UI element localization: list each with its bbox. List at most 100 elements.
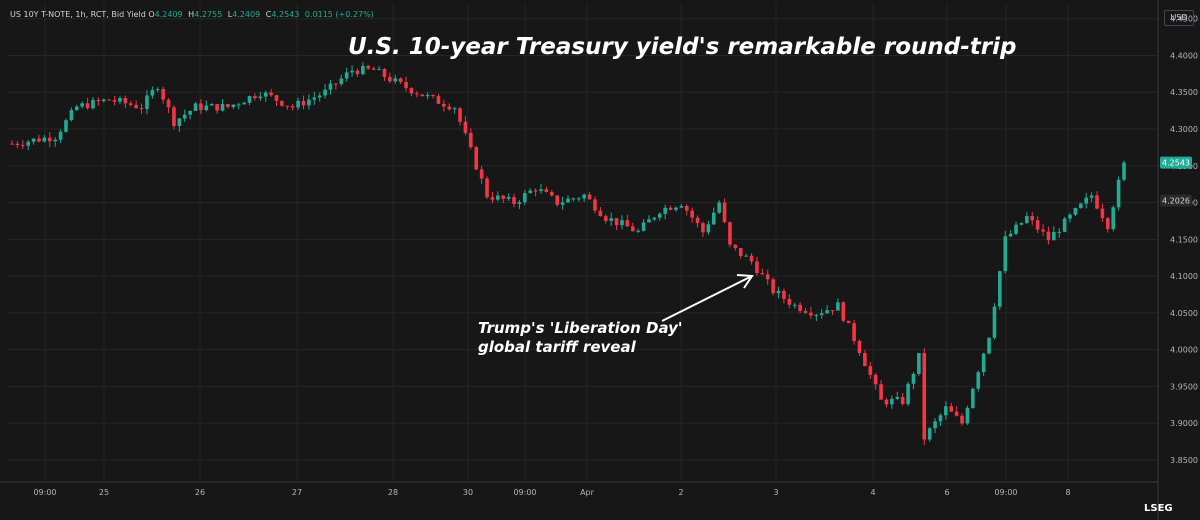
- candle-body: [107, 99, 111, 101]
- close-label: C: [265, 10, 272, 19]
- candle-body: [361, 65, 365, 75]
- candle-body: [296, 100, 300, 108]
- candle-body: [334, 83, 338, 85]
- candle-body: [981, 353, 986, 373]
- candle-body: [933, 421, 937, 429]
- candle-body: [571, 198, 576, 200]
- candle-body: [128, 103, 133, 105]
- candle-body: [285, 105, 290, 107]
- candle-body: [436, 96, 441, 104]
- candle-body: [852, 323, 856, 342]
- candle-body: [938, 415, 943, 422]
- candle-body: [879, 384, 883, 400]
- candle-body: [1084, 197, 1089, 204]
- candle-body: [1041, 229, 1045, 232]
- x-tick-label: 2: [678, 488, 683, 497]
- candle-body: [496, 195, 500, 200]
- y-tick-label: 4.3500: [1170, 88, 1198, 97]
- x-tick-label: 09:00: [513, 488, 536, 497]
- candle-body: [620, 220, 624, 226]
- candle-body: [960, 415, 964, 424]
- candle-body: [506, 197, 511, 199]
- candle-body: [647, 219, 651, 223]
- candle-body: [355, 70, 360, 75]
- candle-body: [91, 99, 95, 109]
- candle-body: [587, 194, 592, 200]
- candle-body: [819, 313, 824, 316]
- candle-body: [1100, 208, 1105, 219]
- y-tick-label: 4.0000: [1170, 346, 1198, 355]
- candle-body: [490, 197, 495, 200]
- candle-body: [96, 99, 101, 102]
- candle-body: [690, 210, 694, 218]
- candle-body: [1116, 179, 1121, 208]
- x-tick-label: 09:00: [33, 488, 56, 497]
- candle-body: [398, 78, 403, 82]
- candle-body: [566, 198, 570, 203]
- y-tick-label: 4.4500: [1170, 15, 1198, 24]
- candle-body: [792, 304, 797, 306]
- candle-body: [199, 103, 203, 111]
- candle-body: [954, 411, 959, 416]
- candle-body: [868, 366, 873, 375]
- candle-body: [420, 94, 425, 97]
- candle-body: [1073, 208, 1078, 215]
- candle-body: [884, 399, 889, 405]
- candle-body: [900, 396, 905, 404]
- annotation-line-2: global tariff reveal: [478, 338, 636, 356]
- candle-body: [258, 96, 263, 99]
- candle-body: [917, 353, 921, 374]
- candle-body: [307, 99, 311, 106]
- candle-body: [69, 110, 74, 121]
- candle-body: [701, 223, 705, 233]
- candle-body: [782, 290, 786, 299]
- candle-body: [738, 248, 743, 256]
- candle-body: [890, 398, 894, 405]
- candle-body: [733, 244, 738, 249]
- candle-body: [64, 120, 68, 132]
- candle-body: [274, 95, 279, 101]
- candle-body: [674, 207, 678, 210]
- candle-body: [209, 104, 214, 106]
- candle-body: [857, 341, 862, 353]
- candle-body: [382, 69, 387, 78]
- candle-body: [949, 406, 954, 412]
- candle-body: [101, 99, 106, 102]
- candle-body: [814, 315, 819, 317]
- candle-body: [155, 89, 160, 91]
- y-tick-label: 3.9500: [1170, 382, 1198, 391]
- candle-body: [722, 202, 727, 223]
- x-tick-label: 28: [388, 488, 398, 497]
- candle-body: [479, 169, 484, 179]
- candle-body: [998, 271, 1002, 307]
- candle-body: [1008, 233, 1013, 237]
- candle-body: [1106, 218, 1110, 230]
- candle-body: [873, 374, 878, 385]
- candle-body: [711, 212, 716, 225]
- candle-body: [533, 190, 538, 192]
- candles: [10, 61, 1126, 446]
- candle-body: [431, 95, 435, 97]
- candle-body: [344, 72, 349, 79]
- candle-body: [42, 137, 47, 142]
- candle-body: [301, 100, 306, 106]
- candle-body: [1095, 195, 1099, 209]
- x-tick-label: 4: [870, 488, 875, 497]
- candle-body: [404, 81, 408, 89]
- candle-body: [652, 217, 657, 220]
- candle-body: [809, 312, 813, 316]
- currency-unit-button[interactable]: USD: [1164, 10, 1194, 26]
- candle-body: [393, 78, 398, 82]
- candle-body: [911, 373, 916, 384]
- price-label-box: [1160, 156, 1192, 169]
- candle-body: [37, 138, 41, 142]
- candle-body: [749, 255, 754, 262]
- candle-body: [220, 104, 225, 111]
- candle-body: [906, 383, 910, 404]
- candle-body: [1030, 216, 1035, 221]
- candle-body: [1079, 203, 1083, 209]
- candle-body: [350, 70, 354, 73]
- candle-body: [922, 353, 927, 440]
- candle-body: [706, 224, 711, 233]
